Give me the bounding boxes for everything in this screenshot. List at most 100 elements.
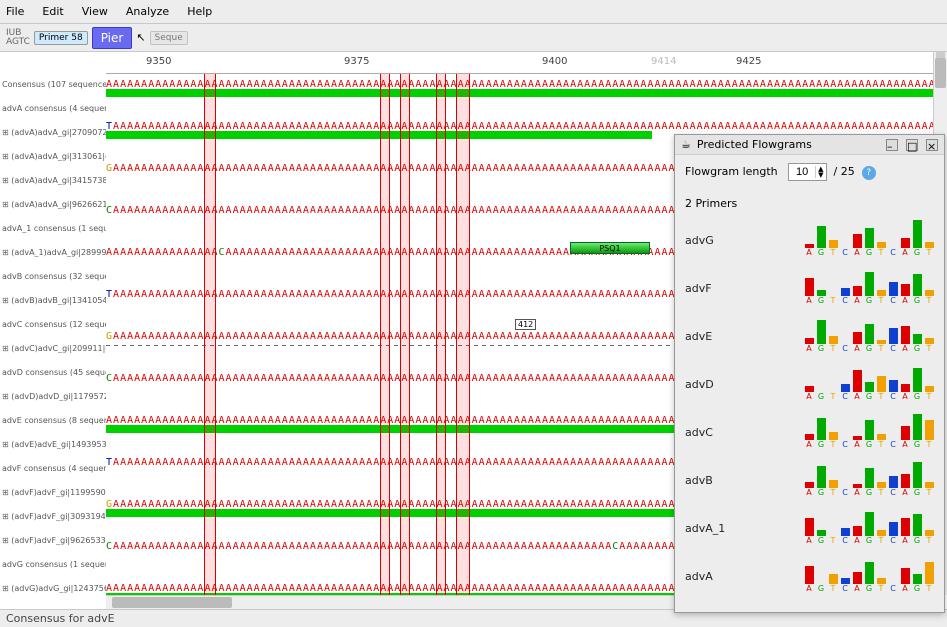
- flowgram-base-label: T: [927, 441, 932, 449]
- flowgram-bar: [901, 238, 910, 248]
- primer-row[interactable]: advAAGTCAGTCAGT: [685, 552, 934, 600]
- track-label[interactable]: advC consensus (12 sequenc: [0, 320, 106, 329]
- track-label[interactable]: advF consensus (4 sequence: [0, 464, 106, 473]
- flowgram-base-label: T: [831, 489, 836, 497]
- flowgram-base-label: A: [806, 297, 811, 305]
- flowgram-bar: [817, 466, 826, 488]
- menubar: File Edit View Analyze Help: [0, 0, 947, 24]
- flowgram-bar: [865, 562, 874, 584]
- track-label[interactable]: ⊞ (advE)advE_gi|149395306: [0, 440, 106, 449]
- ruler[interactable]: 9350 9375 9400 9414 9425: [106, 52, 933, 74]
- flowgram-bar: [829, 574, 838, 584]
- track-label[interactable]: ⊞ (advA)advA_gi|270907218: [0, 128, 106, 137]
- primer-name: advG: [685, 234, 749, 247]
- cursor-icon: ↖: [136, 31, 145, 44]
- flowgram-base-label: G: [866, 345, 872, 353]
- flowgram-bar: [817, 418, 826, 440]
- flowgram-base-label: G: [914, 297, 920, 305]
- track-label[interactable]: ⊞ (advF)advF_gi|119959012: [0, 488, 106, 497]
- flowgram-base-label: A: [902, 393, 907, 401]
- primer-row[interactable]: advFAGTCAGTCAGT: [685, 264, 934, 312]
- menu-file[interactable]: File: [6, 5, 24, 18]
- track-label[interactable]: advA consensus (4 sequence: [0, 104, 106, 113]
- track-label[interactable]: advB consensus (32 sequenc: [0, 272, 106, 281]
- encoding-toggle[interactable]: IUB AGTC: [6, 29, 30, 47]
- scroll-thumb[interactable]: [112, 597, 232, 608]
- flowgram-base-label: T: [879, 489, 884, 497]
- menu-help[interactable]: Help: [187, 5, 212, 18]
- menu-view[interactable]: View: [82, 5, 108, 18]
- flowgram-bar: [841, 528, 850, 536]
- flowgram-bar: [805, 566, 814, 584]
- agtc-label: AGTC: [6, 38, 30, 47]
- primer-row[interactable]: advDAGTCAGTCAGT: [685, 360, 934, 408]
- seq-hint-btn[interactable]: Seque: [150, 31, 188, 45]
- menu-edit[interactable]: Edit: [42, 5, 63, 18]
- flowgram-length-input[interactable]: [789, 164, 815, 180]
- track-label[interactable]: advD consensus (45 sequenc: [0, 368, 106, 377]
- primer-row[interactable]: advA_1 AGTCAGTCAGT: [685, 504, 934, 552]
- primer-name: advE: [685, 330, 749, 343]
- flowgram-base-label: C: [842, 441, 848, 449]
- primer-row[interactable]: advCAGTCAGTCAGT: [685, 408, 934, 456]
- primer-annotation[interactable]: PSQ1: [570, 242, 650, 254]
- flowgram-base-label: A: [902, 297, 907, 305]
- track-labels[interactable]: Consensus (107 sequences) advA consensus …: [0, 52, 106, 609]
- track-label[interactable]: ⊞ (advD)advD_gi|117957252: [0, 392, 106, 401]
- track-label[interactable]: ⊞ (advA)advA_gi|341573861: [0, 176, 106, 185]
- flowgram-bar: [913, 574, 922, 584]
- flowgram-base-label: C: [842, 585, 848, 593]
- track-label[interactable]: ⊞ (advA)advA_gi|313061|em: [0, 152, 106, 161]
- panel-titlebar[interactable]: ☕ Predicted Flowgrams – □ ×: [675, 135, 944, 155]
- flowgram-base-label: A: [806, 537, 811, 545]
- minimize-button[interactable]: –: [886, 139, 898, 151]
- flowgram-bar: [913, 368, 922, 392]
- predicted-flowgrams-panel[interactable]: ☕ Predicted Flowgrams – □ × Flowgram len…: [674, 134, 945, 613]
- flowgram-base-label: A: [854, 345, 859, 353]
- track-label[interactable]: ⊞ (advF)advF_gi|9626533|re: [0, 536, 106, 545]
- track-label[interactable]: ⊞ (advC)advC_gi|209911|gb: [0, 344, 106, 353]
- sequence-track[interactable]: AAAAAAAAAAAAAAAAAAAAAAAAAAAAAAAAAAAAAAAA…: [106, 80, 933, 98]
- track-label[interactable]: advG consensus (1 sequence: [0, 560, 106, 569]
- maximize-button[interactable]: □: [906, 139, 918, 151]
- flowgram-base-label: T: [831, 345, 836, 353]
- primer-hint-btn[interactable]: Primer 58: [34, 31, 88, 45]
- flowgram-base-label: G: [818, 489, 824, 497]
- flowgram-length-spinner[interactable]: ▲▼: [788, 163, 826, 181]
- track-label[interactable]: ⊞ (advG)advG_gi|124375682: [0, 584, 106, 593]
- flowgram-bar: [913, 514, 922, 536]
- close-button[interactable]: ×: [926, 139, 938, 151]
- flowgram-base-label: G: [818, 297, 824, 305]
- flowgram-base-label: G: [866, 249, 872, 257]
- flowgram-bar: [829, 432, 838, 440]
- flowgram-base-label: A: [854, 537, 859, 545]
- track-label[interactable]: advE consensus (8 sequence: [0, 416, 106, 425]
- flowgram-bar: [901, 284, 910, 296]
- flowgram-base-label: A: [854, 249, 859, 257]
- track-label[interactable]: Consensus (107 sequences): [0, 80, 106, 89]
- track-label[interactable]: advA_1 consensus (1 sequen: [0, 224, 106, 233]
- flowgram: AGTCAGTCAGT: [804, 511, 934, 545]
- track-label[interactable]: ⊞ (advA)advA_gi|9626621|re: [0, 200, 106, 209]
- flowgram-base-label: A: [854, 441, 859, 449]
- primer-name: advA_1: [685, 522, 749, 535]
- primer-tool-button[interactable]: Pier: [92, 27, 133, 49]
- flowgram-bar: [901, 518, 910, 536]
- scroll-thumb[interactable]: [935, 58, 946, 88]
- help-icon[interactable]: ?: [862, 166, 876, 180]
- flowgram-bar: [853, 286, 862, 296]
- track-label[interactable]: ⊞ (advA_1)advA_gi|2899909: [0, 248, 106, 257]
- flowgram-base-label: T: [927, 489, 932, 497]
- primer-row[interactable]: advBAGTCAGTCAGT: [685, 456, 934, 504]
- primer-row[interactable]: advGAGTCAGTCAGT: [685, 216, 934, 264]
- track-label[interactable]: ⊞ (advF)advF_gi|309319421: [0, 512, 106, 521]
- flowgram-base-label: T: [927, 393, 932, 401]
- flowgram-base-label: C: [842, 249, 848, 257]
- flowgram-bar: [805, 518, 814, 536]
- menu-analyze[interactable]: Analyze: [126, 5, 169, 18]
- primer-row[interactable]: advEAGTCAGTCAGT: [685, 312, 934, 360]
- flowgram: AGTCAGTCAGT: [804, 463, 934, 497]
- track-label[interactable]: ⊞ (advB)advB_gi|134105495: [0, 296, 106, 305]
- flowgram-bar: [853, 572, 862, 584]
- spinner-down-icon[interactable]: ▼: [815, 172, 825, 178]
